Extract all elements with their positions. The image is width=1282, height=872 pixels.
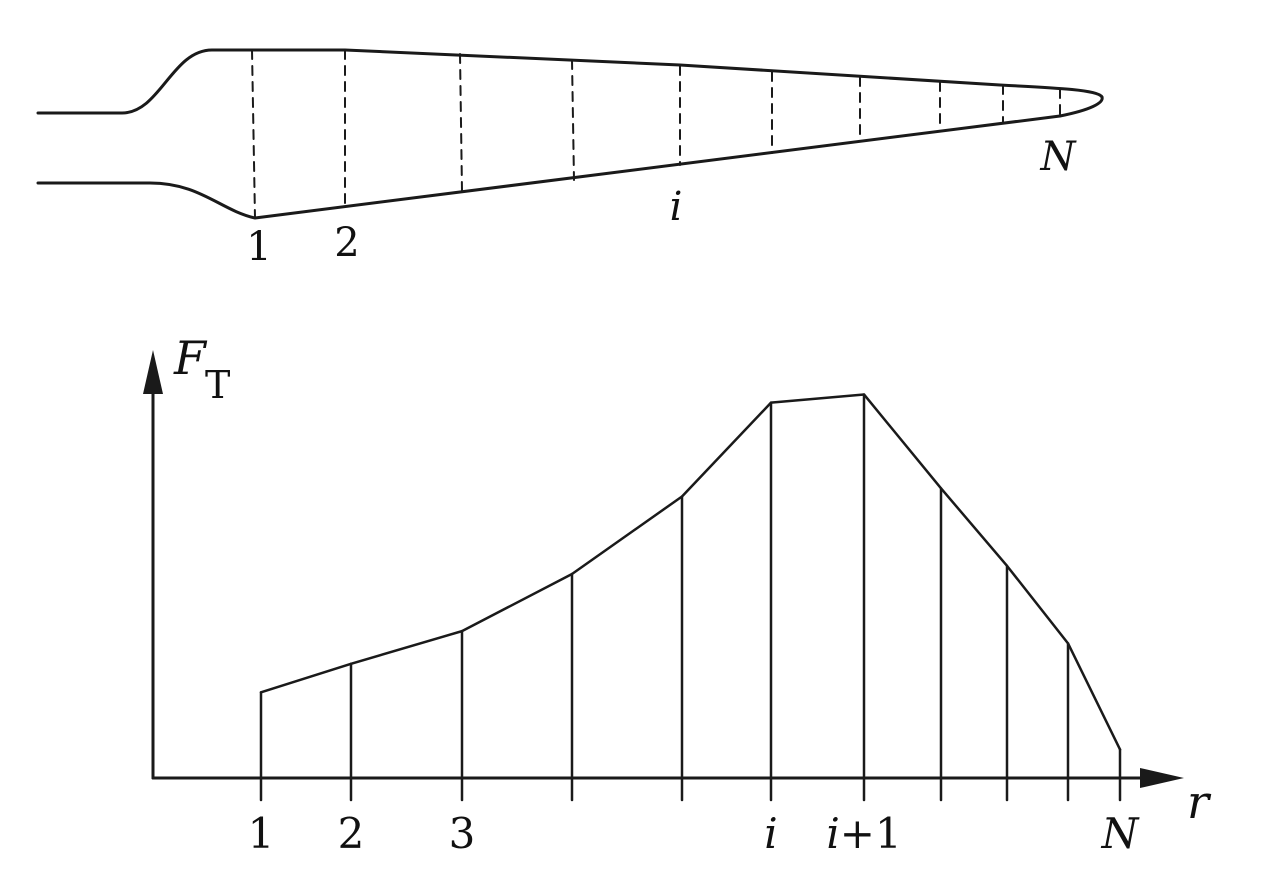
y-axis-label-symbol: F: [173, 331, 208, 385]
x-axis-tick-label: i+1: [826, 809, 901, 858]
blade-label-i: i: [670, 184, 683, 230]
blade-label-1: 1: [246, 224, 271, 270]
x-axis-tick-label: 1: [248, 809, 275, 858]
x-axis-tick-label: 3: [449, 809, 476, 858]
x-axis-tick-label: 2: [338, 809, 365, 858]
x-axis-label: r: [1187, 775, 1212, 829]
blade-lower-edge: [36, 114, 1062, 220]
thrust-distribution-chart: F T r 1 2 3 i i+1 N: [143, 331, 1212, 858]
x-axis-tick-label: N: [1101, 809, 1140, 858]
x-axis-tick-label: i: [764, 809, 777, 858]
y-axis-arrowhead: [143, 350, 163, 394]
blade-station-line: [459, 53, 463, 192]
blade-label-N: N: [1040, 134, 1078, 180]
blade-label-2: 2: [334, 220, 359, 266]
blade-station-line: [571, 59, 575, 181]
chart-series-line: [259, 393, 1122, 751]
blade-stations: [251, 49, 1061, 219]
chart-marks: 1 2 3 i i+1 N: [248, 393, 1140, 858]
y-axis-label-subscript: T: [205, 363, 230, 407]
blade-tip: [1058, 95, 1104, 118]
blade-upper-edge: [36, 48, 1104, 115]
blade-station-line: [251, 49, 256, 219]
blade-planform: 1 2 i N: [36, 48, 1104, 270]
x-axis-arrowhead: [1140, 768, 1184, 788]
